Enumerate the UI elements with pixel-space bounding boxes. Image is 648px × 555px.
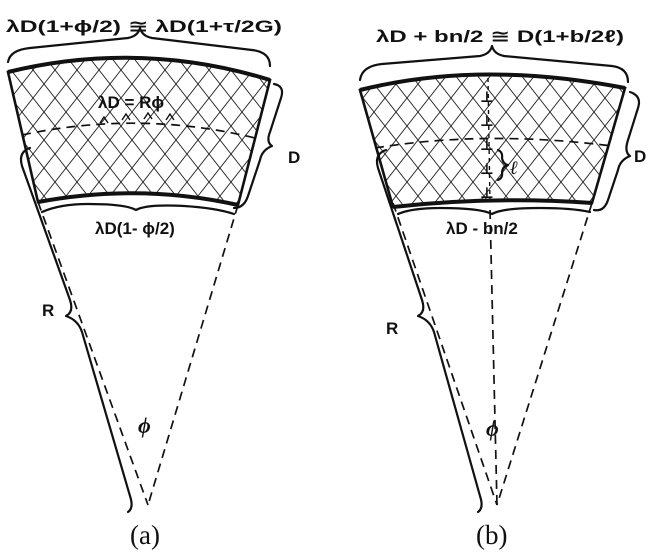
- bottom-brace-b: [396, 206, 592, 216]
- dislocation-symbol: ⊥: [480, 185, 494, 202]
- angle-label-b: ϕ: [486, 416, 499, 441]
- caption-a: (a): [130, 520, 160, 550]
- spacing-label-b: ℓ: [510, 158, 518, 179]
- wedge-right-line-b: [496, 202, 593, 506]
- center-line-b: [489, 209, 498, 506]
- thickness-brace-b: [592, 90, 641, 212]
- thickness-label-a: D: [288, 148, 300, 167]
- crystal-block-b: [360, 74, 625, 207]
- mid-label-a: λD = Rϕ: [98, 93, 164, 112]
- radius-brace-b: [375, 148, 483, 514]
- bottom-brace-a: [40, 202, 236, 216]
- wedge-left-line-b: [392, 202, 498, 506]
- thickness-brace-a: [232, 82, 284, 210]
- top-label-b: λD + bn/2 ≅ D(1+b/2ℓ): [376, 27, 624, 46]
- dislocation-symbol: ⊥: [480, 161, 494, 178]
- top-brace-a: [6, 26, 272, 68]
- wedge-left-line-a: [37, 201, 149, 506]
- angle-label-a: ϕ: [138, 413, 151, 438]
- spacing-brace-b: [496, 148, 510, 182]
- thickness-label-b: D: [634, 147, 646, 166]
- bottom-label-b: λD - bn/2: [446, 219, 518, 238]
- radius-label-b: R: [386, 319, 398, 338]
- radius-label-a: R: [42, 301, 54, 320]
- crystal-block-a: [8, 57, 270, 206]
- dislocation-symbol: ⊥: [480, 113, 494, 130]
- wedge-right-line-a: [147, 204, 239, 506]
- neutral-arrows-a: [99, 111, 175, 124]
- bottom-label-a: λD(1- ϕ/2): [95, 219, 175, 238]
- caption-b: (b): [476, 520, 507, 550]
- dislocation-column-b: ⊥ ⊥ ⊥ ⊥ ⊥: [480, 89, 494, 202]
- top-label-a: λD(1+ϕ/2) ≅ λD(1+τ/2G): [6, 17, 282, 36]
- panel-a: λD(1+ϕ/2) ≅ λD(1+τ/2G) λD = Rϕ D λD(1- ϕ…: [6, 17, 300, 550]
- dislocation-symbol: ⊥: [480, 89, 494, 106]
- panel-b: ⊥ ⊥ ⊥ ⊥ ⊥ λD + bn/2 ≅ D(1+b/2ℓ) ℓ D λD -…: [358, 27, 646, 550]
- top-brace-b: [358, 44, 630, 84]
- dislocation-symbol: ⊥: [480, 137, 494, 154]
- radius-brace-a: [19, 146, 133, 514]
